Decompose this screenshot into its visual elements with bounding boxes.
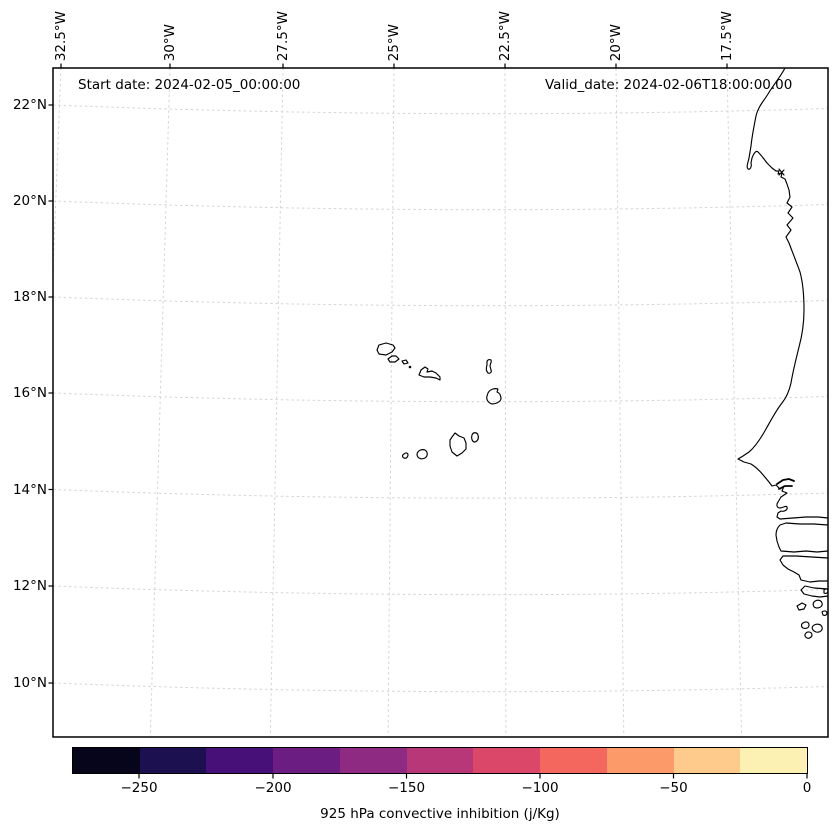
lat-tick-label: 22°N <box>12 97 47 113</box>
colorbar-segments <box>73 748 808 773</box>
lat-tick-label: 20°N <box>12 193 47 209</box>
lon-tick-label: 17.5°W <box>718 10 735 61</box>
tidra-island-mark <box>778 168 785 176</box>
island-brava <box>401 452 409 459</box>
lat-tick-label: 12°N <box>12 578 47 594</box>
lon-tick-label: 30°W <box>161 23 178 61</box>
island-maio <box>471 432 479 443</box>
colorbar-segment <box>673 748 741 773</box>
colorbar-segment <box>139 748 207 773</box>
colorbar-segment <box>73 748 140 773</box>
colorbar-tick-label: −200 <box>254 780 292 796</box>
top-axis-ticks <box>60 63 728 68</box>
lat-tick-label: 10°N <box>12 675 47 691</box>
colorbar-segment <box>406 748 474 773</box>
colorbar-tick-label: 0 <box>802 780 812 796</box>
lat-tick-label: 16°N <box>12 385 47 401</box>
lon-tick-label: 25°W <box>385 23 402 61</box>
lat-tick-label: 18°N <box>12 289 47 305</box>
lon-tick-label: 27.5°W <box>274 10 291 61</box>
colorbar-tick-label: −100 <box>521 780 559 796</box>
island-santiago <box>449 432 467 457</box>
start-date-annotation: Start date: 2024-02-05_00:00:00 <box>78 77 301 93</box>
colorbar-segment <box>540 748 607 773</box>
coastline-gambia-casamance <box>775 522 828 553</box>
lon-tick-label: 22.5°W <box>496 10 513 61</box>
colorbar-segment <box>206 748 274 773</box>
island-boa-vista <box>486 388 502 405</box>
island-branco <box>408 365 412 369</box>
colorbar-tick-label: −250 <box>120 780 158 796</box>
coastlines <box>376 68 828 639</box>
colorbar-segment <box>339 748 407 773</box>
colorbar-segment <box>473 748 541 773</box>
colorbar-tick-label: −50 <box>659 780 688 796</box>
coastline-africa-mauritania-senegal <box>737 68 828 520</box>
island-fogo <box>416 449 428 460</box>
coastline-casamance-cacheu <box>779 555 828 583</box>
plot-frame <box>52 67 829 738</box>
colorbar-segment <box>606 748 674 773</box>
colorbar-segment <box>740 748 808 773</box>
lon-tick-label: 20°W <box>607 23 624 61</box>
island-sao-vicente <box>387 355 400 363</box>
island-sal <box>485 359 492 374</box>
meridian-gridlines <box>53 68 743 737</box>
lon-tick-label: 32.5°W <box>52 10 69 61</box>
colorbar-tick-label: −150 <box>387 780 426 796</box>
coastline-guinea-bissau-estuary <box>800 585 828 598</box>
island-santo-antao <box>376 342 396 356</box>
gridlines <box>53 68 828 737</box>
colorbar-ticks <box>138 774 808 779</box>
lat-tick-label: 14°N <box>12 482 47 498</box>
cape-verde-islands <box>376 342 502 460</box>
island-sao-nicolau <box>418 366 441 381</box>
valid-date-annotation: Valid_date: 2024-02-06T18:00:00.00 <box>545 77 793 93</box>
left-axis-ticks <box>48 104 53 684</box>
colorbar-segment <box>273 748 340 773</box>
island-santa-luzia <box>401 359 409 365</box>
colorbar-axis-label: 925 hPa convective inhibition (j/Kg) <box>320 806 560 822</box>
saloum-delta-channels <box>776 478 795 490</box>
colorbar <box>72 747 808 774</box>
parallel-gridlines <box>53 104 828 693</box>
